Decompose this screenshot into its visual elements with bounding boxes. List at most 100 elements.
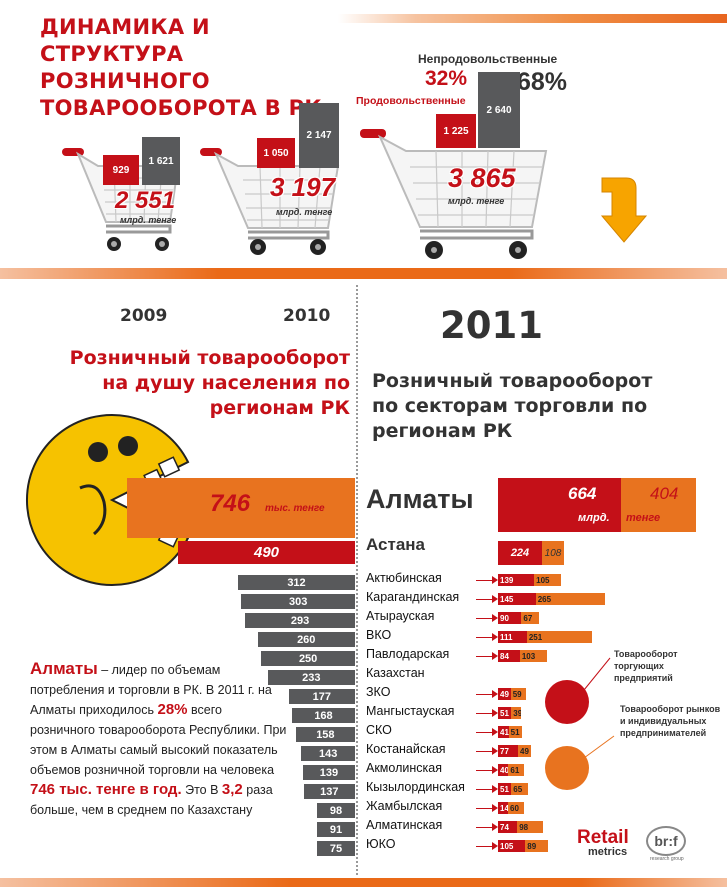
almaty-red-bar [498,478,621,532]
cart2-nonfood-box: 2 147 [299,103,339,168]
vertical-divider [356,285,358,875]
almaty-orange-bar [621,478,696,532]
arrow-right-icon [492,576,498,584]
region-label: Павлодарская [366,647,450,661]
nonfood-label: Непродовольственные [418,52,558,66]
paragraph-text-2: всего розничного товарооборота Республик… [30,703,287,777]
arrow-line [476,751,494,752]
arrow-right-icon [492,728,498,736]
region-red-bar: 41 [498,726,509,738]
region-label: Акмолинская [366,761,442,775]
region-orange-bar: 39 [511,707,522,719]
year-2011: 2011 [440,304,543,347]
cart3-total: 3 865 [448,163,516,193]
region-red-bar: 84 [498,650,520,662]
region-label: Атырауская [366,609,435,623]
region-red-bar: 49 [498,688,511,700]
arrow-line [476,580,494,581]
nonfood-pct: 68% [517,68,568,96]
region-orange-bar: 59 [510,688,527,700]
legend-orange-label: Товарооборот рынков и индивидуальных пре… [620,704,721,738]
region-red-bar: 74 [498,821,518,833]
arrow-right-icon [492,823,498,831]
arrow-line [476,808,494,809]
region-label: Казахстан [366,666,425,680]
food-pct: 32% [425,67,468,90]
arrow-right-icon [492,785,498,793]
cart1-unit: млрд. тенге [120,215,177,225]
paragraph-amount: 746 тыс. тенге в год. [30,781,182,798]
astana-orange-bar: 108 [542,541,564,565]
percapita-gray-bar: 293 [245,613,355,628]
percapita-gray-bar: 168 [292,708,355,723]
sector-legend-graphic [545,657,615,790]
cart1-food-box: 929 [103,155,139,185]
arrow-right-icon [492,595,498,603]
region-red-bar: 145 [498,593,536,605]
percapita-gray-bar: 137 [303,784,355,799]
cart2-unit: млрд. тенге [276,207,333,217]
percapita-gray-bar: 260 [257,632,355,647]
arrow-right-icon [492,842,498,850]
percapita-bar-top [127,478,355,538]
region-label: Жамбылская [366,799,443,813]
region-label: ВКО [366,628,392,642]
region-orange-bar: 65 [511,783,529,795]
arrow-line [476,846,494,847]
top-gradient-bar [338,14,727,23]
region-orange-bar: 98 [517,821,543,833]
almaty-unit-a: млрд. [578,512,610,524]
cart2-food-box: 1 050 [257,138,295,168]
year-2010: 2010 [283,306,331,326]
cart3-nonfood-box: 2 640 [478,72,520,148]
sector-title: Розничный товарооборот по секторам торго… [372,370,653,442]
region-label: Карагандинская [366,590,460,604]
almaty-red-value: 664 [568,484,597,503]
metrics-logo: metrics [588,846,628,858]
percapita-gray-bar: 98 [317,803,355,818]
almaty-unit-b: тенге [626,512,661,524]
region-orange-bar: 105 [534,574,562,586]
percapita-gray-bar: 139 [302,765,355,780]
arrow-right-icon [492,804,498,812]
percapita-gray-bar: 312 [238,575,355,590]
arrow-line [476,713,494,714]
region-orange-bar: 103 [519,650,547,662]
food-label: Продовольственные [356,95,466,107]
bottom-gradient-bar [0,878,727,887]
paragraph-lead: Алматы [30,659,98,678]
region-orange-bar: 60 [508,802,524,814]
cart3-unit: млрд. тенге [448,196,505,206]
paragraph-text-1: – лидер по объемам потребления и торговл… [30,663,272,717]
percapita-bar-second: 490 [178,541,355,564]
brif-logo: br:f [646,826,686,856]
arrow-right-icon [492,633,498,641]
region-orange-bar: 251 [526,631,593,643]
region-orange-bar: 49 [518,745,531,757]
region-orange-bar: 67 [521,612,539,624]
percapita-gray-bar: 91 [317,822,355,837]
almaty-label: Алматы [366,484,474,514]
region-orange-bar: 89 [525,840,549,852]
arrow-right-icon [492,766,498,774]
percapita-top-value: 746 [210,490,251,517]
arrow-right-icon [492,614,498,622]
arrow-line [476,770,494,771]
astana-red-bar: 224 [498,541,542,565]
cart1-nonfood-box: 1 621 [142,137,180,185]
percapita-gray-bar: 177 [288,689,355,704]
down-arrow-icon [600,177,648,243]
arrow-line [476,599,494,600]
region-red-bar: 139 [498,574,535,586]
main-title: ДИНАМИКА И СТРУКТУРА РОЗНИЧНОГО ТОВАРООБ… [40,15,322,120]
region-red-bar: 51 [498,783,512,795]
region-orange-bar: 51 [508,726,522,738]
percapita-gray-bar: 303 [241,594,355,609]
region-label: СКО [366,723,392,737]
arrow-line [476,694,494,695]
region-label: Актюбинская [366,571,442,585]
middle-gradient-bar [0,268,727,279]
region-label: Алматинская [366,818,443,832]
region-red-bar: 111 [498,631,527,643]
arrow-line [476,618,494,619]
